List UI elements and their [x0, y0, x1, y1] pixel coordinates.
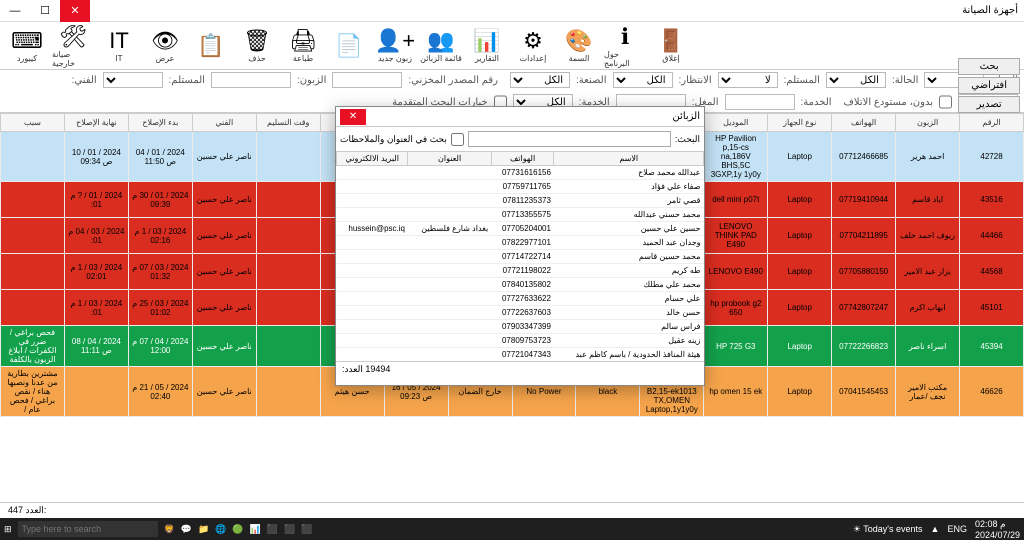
popup-search-label: البحث: — [675, 134, 700, 145]
toolbar-طباعة[interactable]: 🖨طباعة — [282, 28, 324, 63]
tech-label: الفني: — [72, 75, 97, 86]
toolbar-السمة[interactable]: 🎨السمة — [558, 28, 600, 63]
brand-select[interactable]: الكل — [510, 72, 570, 88]
toolbar-صيانة خارجية[interactable]: 🛠صيانة خارجية — [52, 24, 94, 68]
popup-search-input[interactable] — [468, 131, 671, 147]
toolbar-التقارير[interactable]: 📊التقارير — [466, 28, 508, 63]
toolbar-حذف[interactable]: 🗑حذف — [236, 28, 278, 63]
popup-close-button[interactable]: ✕ — [340, 109, 366, 125]
wait-select[interactable]: الكل — [613, 72, 673, 88]
customer-row[interactable]: حسن خالد07722637603 — [337, 306, 704, 320]
customer-row[interactable]: وجدان عبد الحميد07822977101 — [337, 236, 704, 250]
toolbar-قائمة الزبائن[interactable]: 👥قائمة الزبائن — [420, 28, 462, 63]
receiver-label: المستلم: — [784, 75, 820, 86]
customer-row[interactable]: طه كريم07721198022 — [337, 264, 704, 278]
customer-row[interactable]: محمد حسني عبدالله07713355575 — [337, 208, 704, 222]
close-button[interactable]: ✕ — [60, 0, 90, 22]
popup-title: الزبائن — [672, 111, 700, 122]
src-input[interactable] — [332, 72, 402, 88]
receiver-select[interactable]: لا — [718, 72, 778, 88]
toolbar-[interactable]: 📄 — [328, 33, 370, 59]
toolbar-حول البرنامج[interactable]: ℹحول البرنامج — [604, 24, 646, 68]
customer-row[interactable]: عبدالله محمد صلاح07731616156 — [337, 166, 704, 180]
toolbar-[interactable]: 📋 — [190, 33, 232, 59]
start-button[interactable]: ⊞ — [4, 524, 12, 535]
agent-select[interactable] — [103, 72, 163, 88]
cust-label: الزبون: — [297, 75, 326, 86]
customer-row[interactable]: هيئة المنافذ الحدودية / باسم كاظم عبد077… — [337, 348, 704, 362]
status-label: الحالة: — [892, 75, 919, 86]
customer-row[interactable]: محمد علي مطلك07840135802 — [337, 278, 704, 292]
src-label: رقم المصدر المخزني: — [408, 75, 498, 86]
count-label: العدد: — [26, 505, 47, 515]
export-button[interactable]: تصدير — [958, 96, 1020, 113]
toolbar-عرض[interactable]: 👁عرض — [144, 28, 186, 63]
popup-addr-check[interactable] — [451, 133, 464, 146]
count-value: 447 — [8, 505, 23, 515]
maximize-button[interactable]: ☐ — [30, 0, 60, 22]
default-button[interactable]: افتراضي — [958, 77, 1020, 94]
weather[interactable]: ☀ Today's events — [853, 524, 923, 535]
toolbar-زبون جديد[interactable]: 👤+زبون جديد — [374, 28, 416, 63]
toolbar-IT[interactable]: ITIT — [98, 28, 140, 63]
customer-row[interactable]: حسين علي حسين07705204001بغداد شارع فلسطي… — [337, 222, 704, 236]
agent-label: المستلم: — [169, 75, 205, 86]
toolbar-إغلاق[interactable]: 🚪إغلاق — [650, 28, 692, 63]
customer-row[interactable]: قصي ثامر07811235373 — [337, 194, 704, 208]
brand-label: الصنعة: — [576, 75, 606, 86]
customer-row[interactable]: فراس سالم07903347399 — [337, 320, 704, 334]
customer-row[interactable]: محمد حسين قاسم07714722714 — [337, 250, 704, 264]
customer-row[interactable]: علي حسام07727633622 — [337, 292, 704, 306]
service-input[interactable] — [725, 94, 795, 110]
window-title: أجهزة الصيانة — [956, 5, 1024, 16]
customer-row[interactable]: زينه عقيل07809753723 — [337, 334, 704, 348]
wait-label: الانتظار: — [679, 75, 712, 86]
search-button[interactable]: بحث — [958, 58, 1020, 75]
box-check[interactable] — [939, 94, 952, 110]
service-label: الخدمة: — [801, 97, 832, 108]
toolbar-كيبورد[interactable]: ⌨كيبورد — [6, 28, 48, 63]
customer-row[interactable]: صفاء علي فؤاد07759711765 — [337, 180, 704, 194]
minimize-button[interactable]: — — [0, 0, 30, 22]
taskbar-search[interactable] — [18, 521, 158, 537]
toolbar-إعدادات[interactable]: ⚙إعدادات — [512, 28, 554, 63]
status-select[interactable]: الكل — [826, 72, 886, 88]
cust-input[interactable] — [211, 72, 291, 88]
customers-popup: الزبائن ✕ البحث: بحث في العنوان والملاحظ… — [335, 106, 705, 386]
